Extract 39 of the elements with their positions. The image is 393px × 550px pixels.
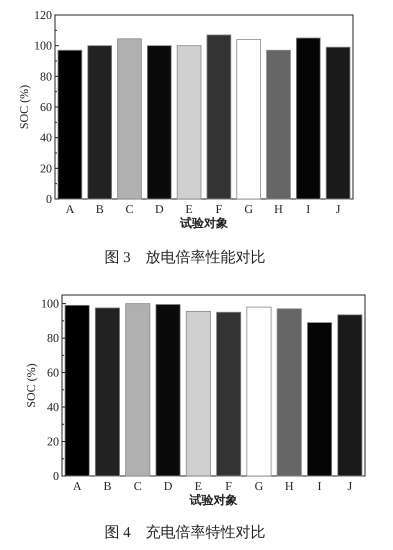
y-tick-label: 40 xyxy=(40,130,52,145)
y-tick-label: 20 xyxy=(40,161,52,176)
y-tick-label: 80 xyxy=(47,331,59,346)
y-tick-label: 0 xyxy=(46,192,52,206)
y-tick-label: 100 xyxy=(41,296,59,311)
x-tick-label: J xyxy=(348,479,353,493)
x-tick-label: J xyxy=(336,202,341,216)
x-tick-label: C xyxy=(134,479,142,493)
y-tick-label: 100 xyxy=(34,38,52,53)
x-tick-label: F xyxy=(216,202,223,216)
text: 图 4 充电倍率特性对比 xyxy=(104,524,266,541)
y-tick-label: 60 xyxy=(40,100,52,114)
y-tick-label: 120 xyxy=(34,8,52,22)
x-tick-label: F xyxy=(225,479,232,493)
y-tick-label: 0 xyxy=(53,469,59,483)
x-tick-label: C xyxy=(125,202,134,216)
y-tick-label: 20 xyxy=(47,434,59,449)
x-tick-label: D xyxy=(154,202,164,216)
x-tick-label: I xyxy=(306,202,310,216)
y-tick-label: 80 xyxy=(40,69,52,84)
y-axis-title: SOC (%) xyxy=(24,363,38,408)
x-tick-label: A xyxy=(66,202,75,216)
x-tick-label: E xyxy=(185,202,193,216)
x-tick-label: A xyxy=(72,479,82,493)
x-axis-title: 试验对象 xyxy=(188,493,238,507)
x-tick-label: B xyxy=(103,479,112,493)
x-tick-label: G xyxy=(254,479,264,493)
x-tick-label: H xyxy=(274,202,284,216)
y-tick-label: 60 xyxy=(47,366,59,380)
x-axis-title: 试验对象 xyxy=(179,216,228,230)
y-axis-title: SOC (%) xyxy=(17,84,31,130)
x-tick-label: E xyxy=(194,479,202,493)
x-tick-label: H xyxy=(284,479,294,493)
y-tick-label: 40 xyxy=(47,400,59,414)
x-tick-label: I xyxy=(318,479,322,493)
x-tick-label: G xyxy=(244,202,254,216)
x-tick-label: B xyxy=(96,202,104,216)
text: 图 3 放电倍率性能对比 xyxy=(104,249,266,266)
x-tick-label: D xyxy=(164,479,173,493)
